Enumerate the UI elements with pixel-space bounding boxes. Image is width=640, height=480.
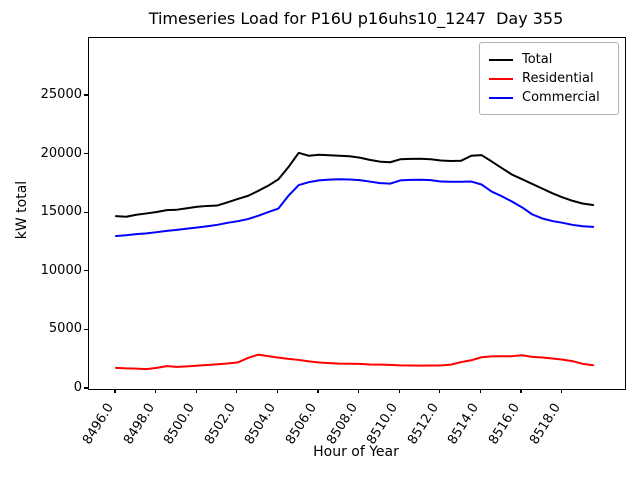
- x-axis-label: Hour of Year: [313, 444, 399, 460]
- series-line-commercial: [115, 178, 595, 238]
- y-tick-mark: [84, 211, 88, 213]
- y-tick-mark: [84, 94, 88, 96]
- y-tick-label: 5000: [48, 321, 82, 337]
- residential-line-swatch: [489, 77, 513, 80]
- series-line-residential: [115, 353, 595, 371]
- legend-label: Residential: [522, 71, 594, 86]
- legend-entry-total: Total: [489, 50, 608, 69]
- x-tick-mark: [398, 389, 400, 393]
- x-tick-mark: [479, 389, 482, 393]
- x-tick-mark: [114, 389, 116, 393]
- series-line-total: [115, 151, 595, 218]
- y-tick-mark: [84, 270, 88, 272]
- y-tick-label: 0: [73, 380, 82, 395]
- y-tick-label: 15000: [40, 204, 82, 220]
- commercial-line-swatch: [489, 96, 513, 99]
- x-tick-mark: [317, 389, 319, 393]
- y-tick-label: 20000: [40, 145, 82, 161]
- total-line-swatch: [489, 58, 513, 61]
- x-tick-mark: [520, 389, 522, 393]
- x-tick-mark: [236, 389, 238, 393]
- legend-entry-residential: Residential: [489, 69, 608, 88]
- y-tick-label: 10000: [40, 262, 82, 278]
- line-chart: [115, 151, 595, 371]
- legend: Total Residential Commercial: [479, 42, 619, 115]
- legend-label: Commercial: [522, 90, 600, 105]
- y-tick-mark: [84, 328, 88, 330]
- chart-title: Timeseries Load for P16U p16uhs10_1247 D…: [148, 9, 564, 28]
- y-tick-mark: [84, 387, 88, 389]
- x-tick-mark: [358, 389, 360, 393]
- y-tick-label: 25000: [40, 87, 82, 102]
- legend-entry-commercial: Commercial: [489, 88, 608, 107]
- y-tick-mark: [84, 153, 88, 155]
- legend-label: Total: [522, 52, 553, 67]
- x-tick-mark: [439, 389, 441, 393]
- x-tick-mark: [155, 389, 157, 393]
- x-tick-mark: [276, 389, 278, 393]
- x-tick-mark: [561, 389, 563, 393]
- x-tick-mark: [195, 389, 197, 393]
